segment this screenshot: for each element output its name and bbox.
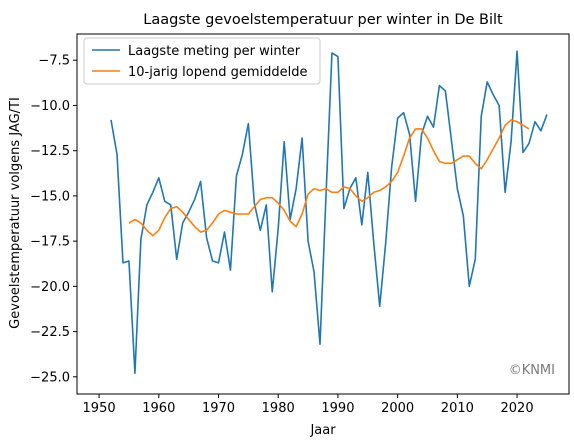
series-lines (110, 50, 548, 375)
series-line-2 (128, 119, 530, 237)
y-tick-label: −10.0 (30, 99, 70, 114)
watermark: ©KNMI (509, 363, 555, 378)
y-tick-label: −7.5 (38, 54, 70, 69)
x-tick-label: 1990 (321, 401, 354, 416)
y-tick-label: −20.0 (30, 280, 70, 295)
plot-frame (77, 34, 569, 394)
x-tick-label: 2020 (501, 401, 534, 416)
x-tick-label: 2010 (441, 401, 474, 416)
y-tick-label: −12.5 (30, 144, 70, 159)
legend-label-series-2: 10-jarig lopend gemiddelde (128, 65, 307, 80)
plot-border (76, 33, 570, 395)
y-tick-label: −22.5 (30, 325, 70, 340)
x-tick-label: 1950 (83, 401, 116, 416)
y-tick-label: −15.0 (30, 189, 70, 204)
legend: Laagste meting per winter 10-jarig lopen… (83, 37, 321, 85)
x-axis: 1950 1960 1970 1980 1990 2000 2010 2020 (83, 394, 534, 416)
chart-title: Laagste gevoelstemperatuur per winter in… (143, 12, 503, 28)
series-line-1 (110, 50, 548, 375)
y-tick-label: −17.5 (30, 235, 70, 250)
x-tick-label: 1980 (262, 401, 295, 416)
legend-label-series-1: Laagste meting per winter (128, 44, 301, 59)
y-axis-label: Gevoelstemperatuur volgens JAG/TI (8, 97, 23, 329)
x-tick-label: 2000 (381, 401, 414, 416)
y-axis: −7.5 −10.0 −12.5 −15.0 −17.5 −20.0 −22.5 −25.0 (30, 54, 77, 385)
legend-box (83, 37, 321, 85)
x-tick-label: 1970 (202, 401, 235, 416)
y-tick-label: −25.0 (30, 370, 70, 385)
x-axis-label: Jaar (309, 423, 336, 438)
x-tick-label: 1960 (142, 401, 175, 416)
